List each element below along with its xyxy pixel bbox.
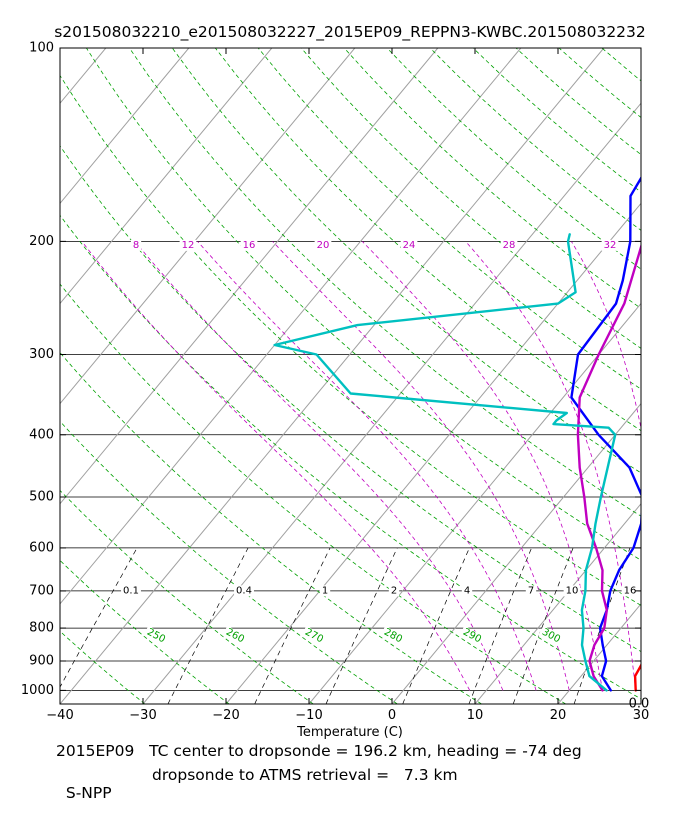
mixing-ratio-label: 7 (528, 585, 534, 596)
caption-line-1: 2015EP09 TC center to dropsonde = 196.2 … (56, 742, 582, 760)
y-tick-label: 900 (29, 653, 54, 668)
x-tick-label: −20 (212, 708, 239, 723)
y-tick-label: 800 (29, 621, 54, 636)
moist-adiabat-label: 20 (317, 240, 330, 251)
y-tick-label: 200 (29, 234, 54, 249)
moist-adiabat-label: 28 (503, 240, 516, 251)
chart-title: s201508032210_e201508032227_2015EP09_REP… (54, 23, 646, 42)
skew-t-chart: s201508032210_e201508032227_2015EP09_REP… (0, 0, 700, 800)
y-tick-label: 700 (29, 583, 54, 598)
mixing-ratio-label: 0.1 (123, 585, 139, 596)
mixing-ratio-label: 4 (464, 585, 470, 596)
x-tick-label: −30 (129, 708, 156, 723)
x-axis-label: Temperature (C) (296, 725, 403, 740)
x-tick-label: 10 (467, 708, 484, 723)
satellite-label: S-NPP (66, 784, 112, 802)
y-tick-label: 600 (29, 540, 54, 555)
retrieval-distance: dropsonde to ATMS retrieval = 7.3 km (152, 766, 458, 784)
x-tick-label: −40 (46, 708, 73, 723)
moist-adiabat-label: 8 (133, 240, 139, 251)
x-tick-label: 0 (388, 708, 396, 723)
x-tick-label: 20 (550, 708, 567, 723)
moist-adiabat-label: 16 (243, 240, 256, 251)
y-tick-label: 100 (29, 41, 54, 56)
mixing-ratio-label: 10 (566, 585, 579, 596)
corner-label: 0.0 (629, 697, 650, 712)
mixing-ratio-label: 1 (322, 585, 328, 596)
mixing-ratio-label: 0.4 (236, 585, 252, 596)
moist-adiabat-label: 12 (182, 240, 195, 251)
x-tick-label: −10 (295, 708, 322, 723)
moist-adiabat-label: 24 (403, 240, 416, 251)
y-tick-label: 1000 (21, 683, 54, 698)
caption-line-2: S-NPP dropsonde to ATMS retrieval = 7.3 … (56, 766, 112, 820)
mixing-ratio-label: 2 (391, 585, 397, 596)
mixing-ratio-label: 16 (624, 585, 637, 596)
y-tick-label: 500 (29, 490, 54, 505)
y-tick-label: 300 (29, 347, 54, 362)
moist-adiabat-label: 32 (604, 240, 617, 251)
y-tick-label: 400 (29, 427, 54, 442)
